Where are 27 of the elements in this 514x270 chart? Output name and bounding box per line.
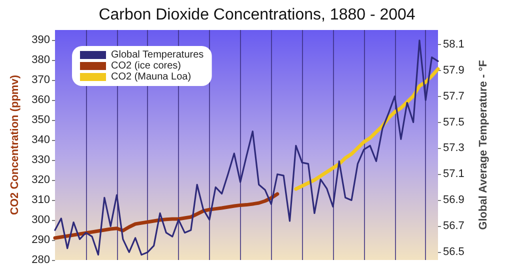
y-tick-label: 340	[32, 134, 50, 146]
legend-label: Global Temperatures	[111, 50, 204, 60]
y2-tick-label: 57.1	[443, 168, 464, 180]
y-tick-label: 300	[32, 214, 50, 226]
y2-tick-label: 57.7	[443, 90, 464, 102]
y-axis-title: CO2 Concentration (ppmv)	[9, 74, 22, 215]
y2-tick-label: 57.3	[443, 142, 464, 154]
y2-tick-label: 56.9	[443, 194, 464, 206]
y-tick-label: 370	[32, 74, 50, 86]
legend-label: CO2 (Mauna Loa)	[111, 72, 192, 82]
y2-tick-label: 57.5	[443, 116, 464, 128]
legend-label: CO2 (ice cores)	[111, 60, 182, 72]
y-tick-label: 310	[32, 194, 50, 206]
y2-axis-title: Global Average Temperature - °F	[478, 60, 490, 230]
y-tick-label: 330	[32, 154, 50, 166]
y-tick-label: 290	[32, 234, 50, 246]
y2-tick-label: 57.9	[443, 64, 464, 76]
y2-tick-label: 58.1	[443, 38, 464, 50]
y2-tick-label: 56.5	[443, 246, 464, 258]
y-tick-label: 350	[32, 114, 50, 126]
y-tick-label: 360	[32, 94, 50, 106]
y-tick-label: 390	[32, 34, 50, 46]
y-tick-label: 380	[32, 54, 50, 66]
y-tick-label: 320	[32, 174, 50, 186]
chart-title: Carbon Dioxide Concentrations, 1880 - 2004	[98, 6, 416, 24]
y2-tick-label: 56.7	[443, 220, 464, 232]
y-tick-label: 280	[32, 254, 50, 266]
